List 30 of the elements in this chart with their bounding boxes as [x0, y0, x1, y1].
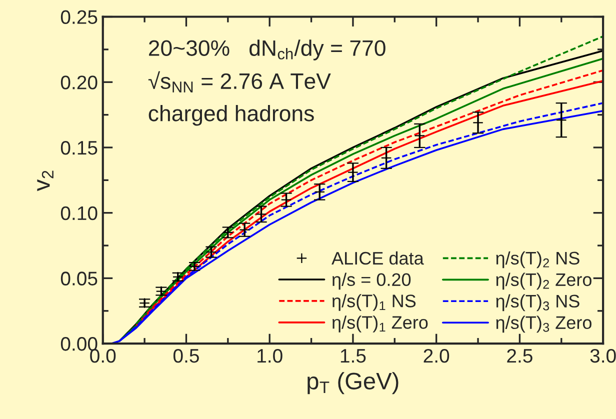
y-tick-label: 0.25: [60, 10, 98, 24]
legend-label: η/s(T)$_{3}$ NS: [496, 294, 580, 312]
x-tick-label: 3.0: [590, 348, 616, 363]
legend-label: η/s(T)$_{1}$ Zero: [332, 316, 428, 332]
point: [348, 166, 358, 178]
y-tick-label: 0.15: [60, 140, 98, 155]
x-tick-label: 0.5: [173, 348, 199, 363]
annotation: 20~30% dN$_{ch}$/dy = 770: [149, 40, 386, 60]
x-tick-label: 2.5: [507, 348, 532, 363]
x-tick-label: 0.0: [90, 348, 116, 363]
x-axis-title: p$_{T}$ (GeV): [308, 372, 398, 394]
y-tick-label: 0.00: [60, 337, 98, 351]
legend-label: η/s(T)$_{3}$ Zero: [496, 316, 592, 333]
legend-label: η/s = 0.20: [332, 272, 411, 290]
y-axis-title: v$_{2}$: [37, 170, 54, 192]
x-tick-label: 1.5: [340, 349, 366, 363]
x-tick-label: 1.0: [258, 348, 282, 363]
annotation: √s$_{NN}$ = 2.76 A TeV: [148, 71, 331, 92]
y-tick-label: 0.10: [60, 206, 98, 220]
legend-label: η/s(T)$_{1}$ NS: [332, 294, 416, 311]
y-tick-label: 0.20: [60, 76, 98, 90]
x-tick-label: 2.0: [424, 348, 450, 363]
annotation: charged hadrons: [148, 105, 314, 126]
point: [556, 114, 567, 126]
point: [472, 117, 484, 128]
legend-label: η/s(T)$_{2}$ Zero: [496, 272, 592, 290]
legend-label: η/s(T)$_{2}$ NS: [496, 251, 580, 268]
point: [314, 186, 326, 198]
legend-label: ALICE data: [332, 251, 424, 265]
y-tick-label: 0.05: [60, 272, 98, 286]
